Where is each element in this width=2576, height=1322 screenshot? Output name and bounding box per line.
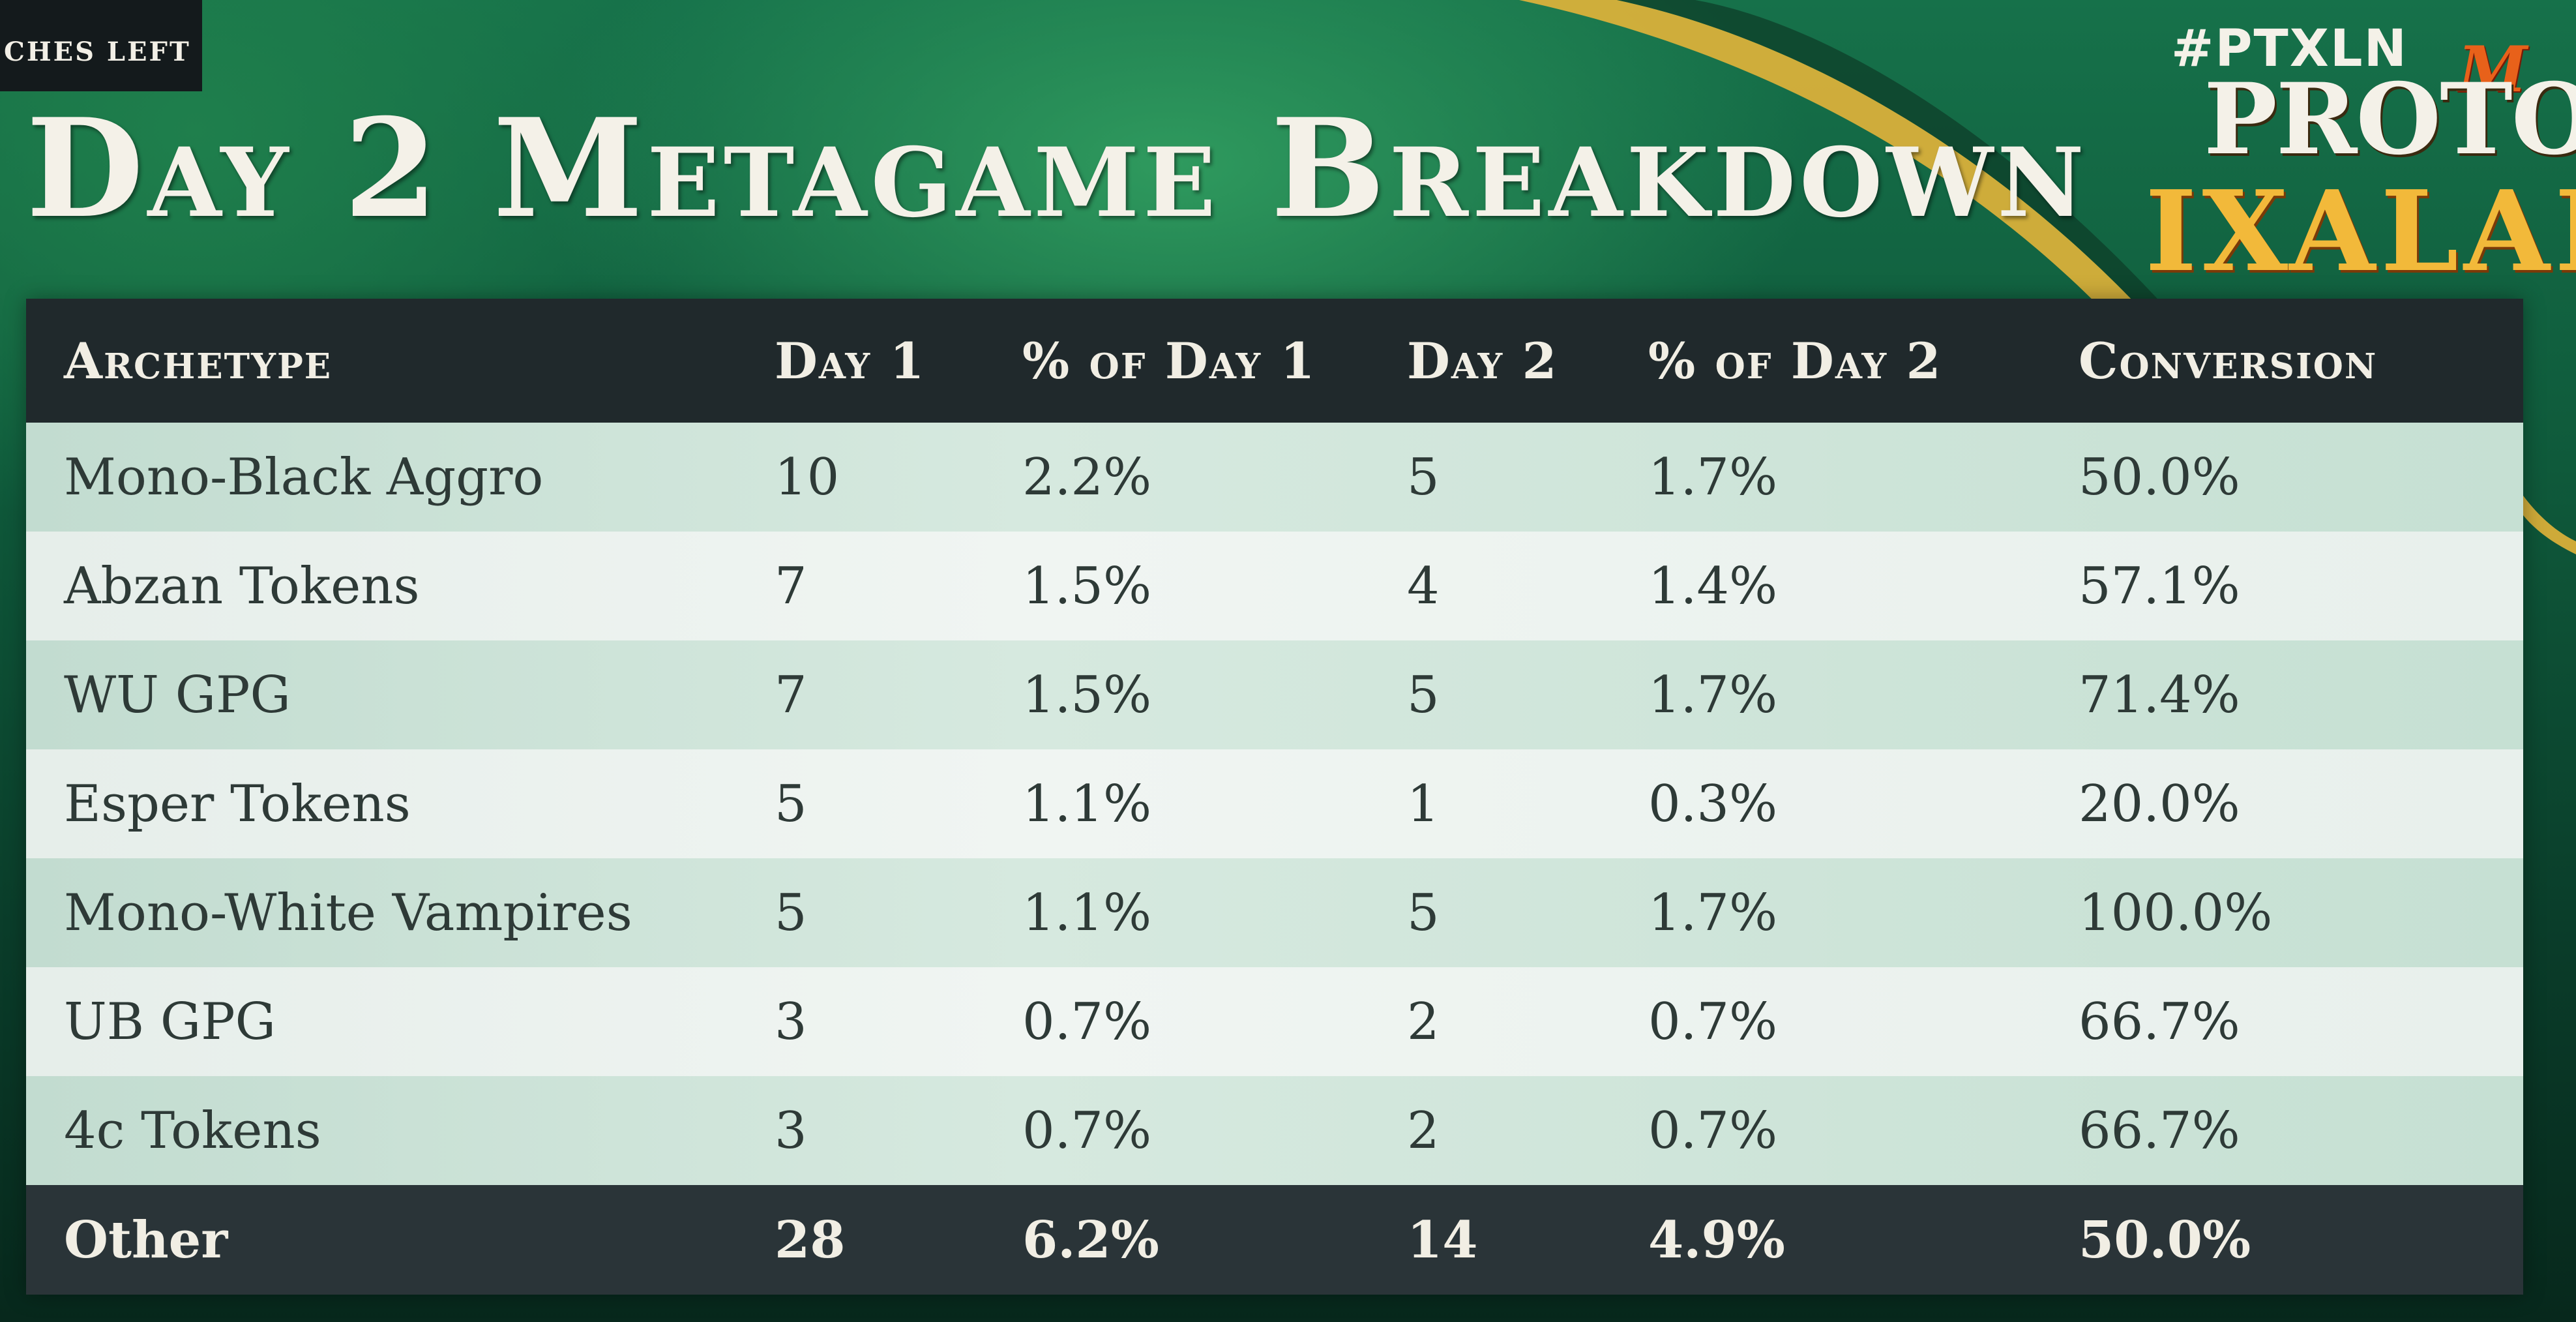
table-row: Mono-Black Aggro 10 2.2% 5 1.7% 50.0%	[26, 423, 2523, 532]
header-conversion: Conversion	[2079, 331, 2378, 390]
table-row: 4c Tokens 3 0.7% 2 0.7% 66.7%	[26, 1076, 2523, 1185]
cell-day1: 3	[775, 1101, 807, 1160]
cell-pct-day2: 1.7%	[1648, 447, 1778, 507]
cell-conversion: 66.7%	[2079, 992, 2240, 1051]
event-hashtag: #PTXLN	[2171, 20, 2408, 78]
cell-conversion: 71.4%	[2079, 665, 2240, 725]
cell-pct-day1: 1.5%	[1022, 556, 1152, 616]
header-day1: Day 1	[775, 331, 926, 390]
cell-pct-day1: 0.7%	[1022, 1101, 1152, 1160]
cell-conversion: 20.0%	[2079, 774, 2240, 834]
header-archetype: Archetype	[64, 331, 333, 390]
footer-day2: 14	[1407, 1210, 1478, 1270]
cell-conversion: 66.7%	[2079, 1101, 2240, 1160]
cell-pct-day1: 1.1%	[1022, 883, 1152, 942]
cell-day2: 4	[1407, 556, 1440, 616]
cell-archetype: WU GPG	[64, 665, 291, 725]
cell-day1: 10	[775, 447, 840, 507]
cell-pct-day2: 1.4%	[1648, 556, 1778, 616]
cell-pct-day1: 1.1%	[1022, 774, 1152, 834]
cell-day2: 2	[1407, 992, 1440, 1051]
footer-day1: 28	[775, 1210, 846, 1270]
table-row: Mono-White Vampires 5 1.1% 5 1.7% 100.0%	[26, 858, 2523, 967]
cell-pct-day2: 1.7%	[1648, 883, 1778, 942]
cell-day2: 5	[1407, 665, 1440, 725]
cell-conversion: 57.1%	[2079, 556, 2240, 616]
top-left-tag: CHES LEFT	[0, 0, 202, 91]
table-header-row: Archetype Day 1 % of Day 1 Day 2 % of Da…	[26, 299, 2523, 423]
cell-pct-day2: 1.7%	[1648, 665, 1778, 725]
cell-pct-day1: 1.5%	[1022, 665, 1152, 725]
cell-pct-day1: 2.2%	[1022, 447, 1152, 507]
cell-archetype: Mono-White Vampires	[64, 883, 632, 942]
header-pct-day1: % of Day 1	[1022, 331, 1316, 390]
table-footer-row: Other 28 6.2% 14 4.9% 50.0%	[26, 1185, 2523, 1295]
footer-pct-day2: 4.9%	[1648, 1210, 1785, 1270]
header-day2: Day 2	[1407, 331, 1558, 390]
cell-day1: 5	[775, 883, 807, 942]
cell-archetype: Mono-Black Aggro	[64, 447, 544, 507]
header-pct-day2: % of Day 2	[1648, 331, 1942, 390]
footer-archetype: Other	[64, 1210, 228, 1270]
mtg-logo-mark: M	[2458, 33, 2527, 106]
cell-archetype: Abzan Tokens	[64, 556, 420, 616]
cell-day2: 5	[1407, 883, 1440, 942]
cell-conversion: 50.0%	[2079, 447, 2240, 507]
cell-pct-day2: 0.7%	[1648, 992, 1778, 1051]
metagame-table: Archetype Day 1 % of Day 1 Day 2 % of Da…	[26, 299, 2523, 1295]
cell-archetype: Esper Tokens	[64, 774, 411, 834]
table-row: Esper Tokens 5 1.1% 1 0.3% 20.0%	[26, 749, 2523, 858]
cell-day1: 7	[775, 556, 807, 616]
page-title: Day 2 Metagame Breakdown	[26, 89, 2088, 248]
cell-day2: 5	[1407, 447, 1440, 507]
table-row: WU GPG 7 1.5% 5 1.7% 71.4%	[26, 640, 2523, 749]
pro-tour-logo-text: PROTOUR	[2204, 62, 2576, 177]
cell-day1: 3	[775, 992, 807, 1051]
table-row: Abzan Tokens 7 1.5% 4 1.4% 57.1%	[26, 532, 2523, 640]
cell-day1: 5	[775, 774, 807, 834]
ixalan-logo-text: IXALAN	[2145, 166, 2576, 297]
table-row: UB GPG 3 0.7% 2 0.7% 66.7%	[26, 967, 2523, 1076]
cell-pct-day2: 0.3%	[1648, 774, 1778, 834]
cell-conversion: 100.0%	[2079, 883, 2273, 942]
cell-archetype: 4c Tokens	[64, 1101, 321, 1160]
cell-pct-day1: 0.7%	[1022, 992, 1152, 1051]
cell-day2: 2	[1407, 1101, 1440, 1160]
footer-conversion: 50.0%	[2079, 1210, 2251, 1270]
footer-pct-day1: 6.2%	[1022, 1210, 1159, 1270]
cell-pct-day2: 0.7%	[1648, 1101, 1778, 1160]
cell-day2: 1	[1407, 774, 1440, 834]
cell-archetype: UB GPG	[64, 992, 276, 1051]
cell-day1: 7	[775, 665, 807, 725]
